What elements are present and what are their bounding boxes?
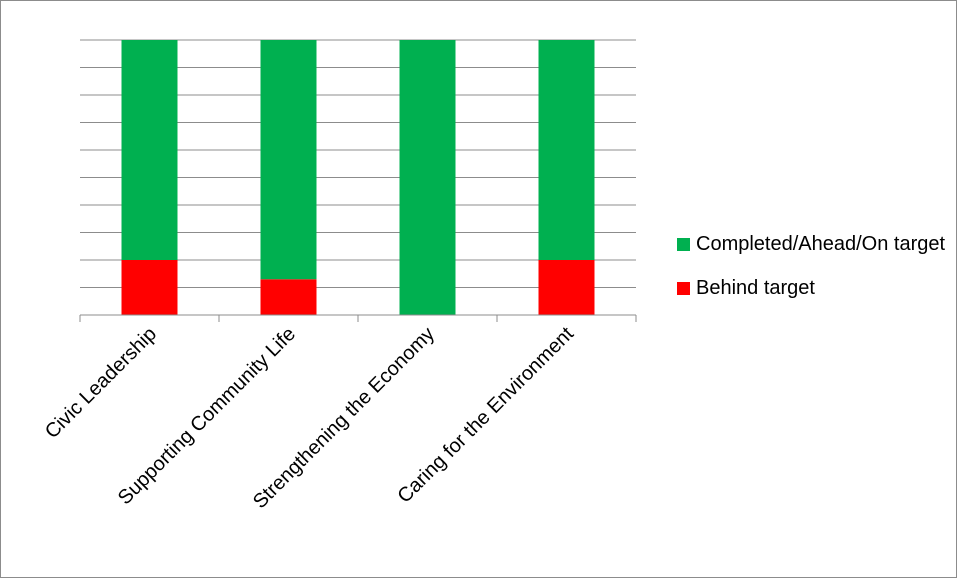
legend-item-completed: Completed/Ahead/On target <box>677 228 947 260</box>
legend-swatch-completed <box>677 238 690 251</box>
bar-behind-1 <box>260 279 317 315</box>
bar-completed-0 <box>121 40 178 260</box>
legend-item-behind: Behind target <box>677 272 947 304</box>
x-tick-label: Civic Leadership <box>41 323 161 443</box>
bar-completed-3 <box>538 40 595 260</box>
legend-label-completed: Completed/Ahead/On target <box>696 233 946 255</box>
bar-completed-2 <box>399 40 456 315</box>
legend-swatch-behind <box>677 282 690 295</box>
bar-completed-1 <box>260 40 317 280</box>
legend-label-behind: Behind target <box>696 277 815 299</box>
legend: Completed/Ahead/On target Behind target <box>677 228 947 316</box>
bar-behind-0 <box>121 260 178 315</box>
bar-behind-3 <box>538 260 595 315</box>
